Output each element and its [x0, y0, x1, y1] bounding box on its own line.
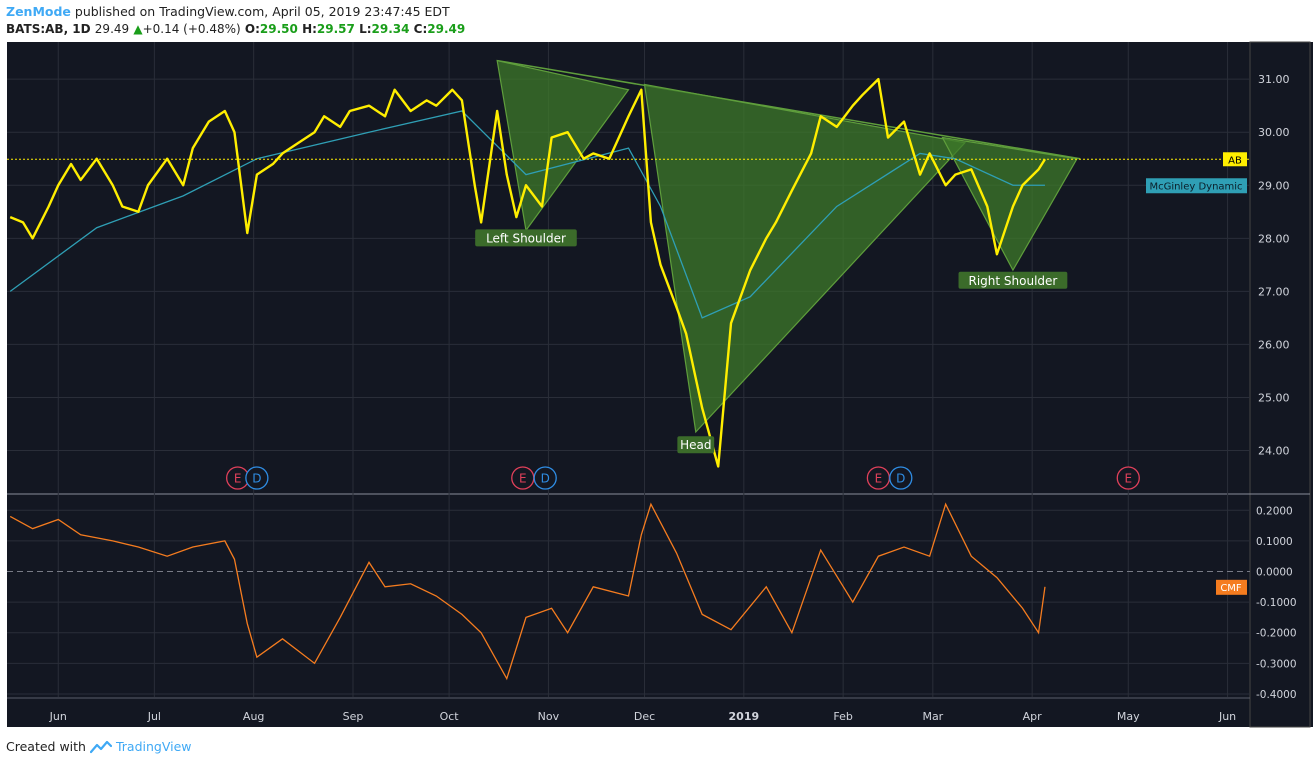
low-value: 29.34 [371, 22, 410, 36]
left-shoulder-label: Left Shoulder [486, 231, 566, 245]
price-tick-label: 29.00 [1258, 179, 1290, 192]
publish-info: ZenMode published on TradingView.com, Ap… [6, 4, 450, 19]
cmf-tick-label: 0.1000 [1256, 536, 1293, 548]
cmf-tick-label: -0.1000 [1256, 597, 1297, 609]
tradingview-logo-icon [89, 740, 112, 753]
dividend-marker[interactable] [533, 466, 557, 490]
price-tick-label: 31.00 [1258, 73, 1290, 86]
last-price-tag-label: AB [1228, 155, 1242, 166]
cmf-tick-label: 0.2000 [1256, 505, 1293, 517]
cmf-tag[interactable] [1216, 579, 1247, 595]
footer: Created with TradingView [6, 739, 192, 754]
high-label: H: [302, 22, 317, 36]
dividend-marker[interactable] [889, 466, 913, 490]
tradingview-link[interactable]: TradingView [115, 739, 192, 754]
close-label: C: [413, 22, 428, 36]
earnings-marker-label: E [875, 472, 883, 486]
published-text: published on TradingView.com, April 05, … [74, 4, 450, 19]
earnings-marker-label: E [519, 472, 527, 486]
time-tick-label: Feb [833, 710, 852, 723]
time-tick-label: Nov [538, 710, 560, 723]
price-tick-label: 28.00 [1258, 232, 1290, 245]
cmf-tick-label: -0.2000 [1256, 628, 1297, 640]
right-shoulder-label: Right Shoulder [969, 274, 1058, 288]
right-shoulder-label-box[interactable] [958, 271, 1068, 289]
time-tick-label: Oct [440, 710, 460, 723]
dividend-marker[interactable] [245, 466, 269, 490]
price-tick-label: 27.00 [1258, 285, 1290, 298]
last-price-tag[interactable] [1223, 152, 1247, 167]
time-tick-label: Sep [343, 710, 364, 723]
time-tick-label: Aug [243, 710, 264, 723]
close-value: 29.49 [427, 22, 466, 36]
created-with-text: Created with [6, 739, 86, 754]
mcginley-tag[interactable] [1146, 178, 1247, 194]
author-name[interactable]: ZenMode [6, 4, 71, 19]
price-tick-label: 24.00 [1258, 445, 1290, 458]
dividend-marker-label: D [252, 472, 261, 486]
head-triangle[interactable] [643, 83, 967, 434]
cmf-tick-label: -0.4000 [1256, 689, 1297, 701]
price-line[interactable] [9, 77, 1046, 468]
earnings-marker[interactable] [1116, 466, 1140, 490]
head-label-box[interactable] [677, 436, 715, 454]
dividend-marker-label: D [541, 472, 550, 486]
cmf-tick-label: -0.3000 [1256, 658, 1297, 670]
last-price: 29.49 [94, 22, 130, 36]
earnings-marker-label: E [234, 472, 242, 486]
time-tick-label: 2019 [729, 710, 760, 723]
time-tick-label: Jun [1218, 710, 1236, 723]
dividend-marker-label: D [896, 472, 905, 486]
price-tick-label: 25.00 [1258, 391, 1290, 404]
price-tick-label: 30.00 [1258, 126, 1290, 139]
time-tick-label: May [1117, 710, 1140, 723]
time-tick-label: Dec [634, 710, 655, 723]
time-tick-label: Apr [1023, 710, 1043, 723]
up-arrow-icon: ▲ [133, 22, 143, 36]
earnings-marker-label: E [1124, 472, 1132, 486]
open-label: O: [244, 22, 260, 36]
time-tick-label: Mar [922, 710, 943, 723]
time-tick-label: Jul [147, 710, 161, 723]
mcginley-tag-label: McGinley Dynamic [1149, 181, 1242, 192]
cmf-tick-label: 0.0000 [1256, 567, 1293, 579]
cmf-line[interactable] [9, 502, 1046, 681]
price-tick-label: 26.00 [1258, 338, 1290, 351]
symbol-label: BATS:AB, 1D [6, 22, 91, 36]
price-scale[interactable] [1249, 41, 1311, 728]
head-label: Head [680, 438, 711, 452]
left-shoulder-label-box[interactable] [475, 229, 577, 247]
low-label: L: [359, 22, 372, 36]
change-value: +0.14 (+0.48%) [142, 22, 241, 36]
cmf-tag-label: CMF [1220, 583, 1242, 594]
left-shoulder-triangle[interactable] [496, 59, 630, 232]
quote-line: BATS:AB, 1D 29.49 ▲+0.14 (+0.48%) O:29.5… [6, 22, 465, 36]
open-value: 29.50 [259, 22, 298, 36]
mcginley-line[interactable] [9, 110, 1045, 319]
high-value: 29.57 [316, 22, 355, 36]
time-tick-label: Jun [49, 710, 67, 723]
right-shoulder-triangle[interactable] [941, 136, 1078, 272]
